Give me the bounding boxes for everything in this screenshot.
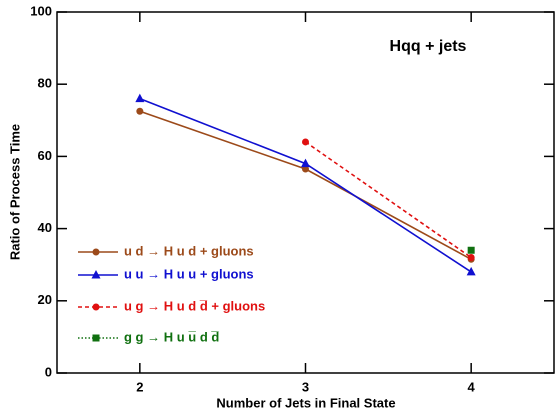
legend-marker [92,303,100,311]
y-axis-label: Ratio of Process Time [7,124,22,260]
series-line [305,141,472,259]
chart-title: Hqq + jets [390,38,467,55]
y-tick-label: 20 [38,292,52,307]
marker [466,266,476,276]
series-line [139,110,472,260]
legend-label: u d → H u d + gluons [124,243,254,258]
marker [302,165,309,173]
legend-marker [92,248,100,256]
x-tick-label: 3 [302,379,309,394]
marker [467,253,475,261]
marker [136,107,144,115]
legend-marker [92,334,100,342]
y-tick-label: 100 [30,3,52,18]
y-tick-label: 80 [38,76,52,91]
marker [467,246,475,254]
x-axis-label: Number of Jets in Final State [216,395,395,410]
y-tick-label: 0 [45,364,52,379]
x-tick-label: 2 [136,379,143,394]
y-tick-label: 40 [38,220,52,235]
x-tick-label: 4 [468,379,476,394]
marker [302,138,309,146]
legend-label: u g → H u d d̅ + gluons [124,298,265,313]
marker [301,158,310,168]
y-tick-label: 60 [38,148,52,163]
legend-marker [91,270,101,279]
plot-frame [56,11,555,374]
marker [135,93,145,103]
legend-label: u u → H u u + gluons [124,266,254,281]
legend-label: g g → H u u̅ d d̅ [124,329,219,344]
